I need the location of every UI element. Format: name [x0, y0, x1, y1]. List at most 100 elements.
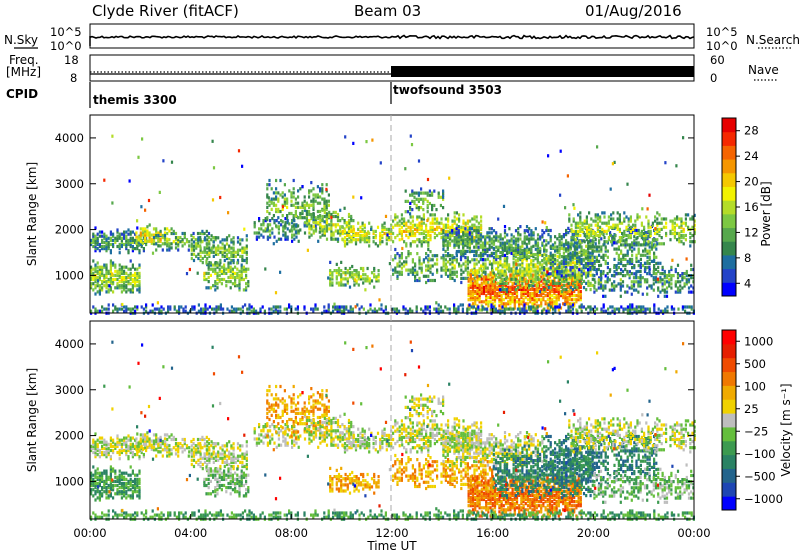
power-cell: [569, 263, 572, 267]
power-cell: [201, 231, 204, 236]
power-cell: [673, 221, 676, 225]
power-cell: [178, 307, 181, 311]
power-cell: [551, 253, 554, 257]
power-cell: [668, 282, 671, 286]
power-cell: [152, 237, 156, 241]
power-cell: [457, 309, 460, 313]
power-cell: [207, 263, 210, 267]
power-cell: [308, 219, 311, 223]
power-cell: [623, 231, 626, 236]
power-cell: [340, 281, 343, 285]
power-cell: [556, 250, 559, 255]
power-cell: [680, 221, 683, 225]
power-cell: [554, 259, 557, 263]
power-cell: [453, 239, 456, 243]
power-cell: [558, 272, 561, 276]
power-cell: [138, 271, 141, 275]
power-cell: [409, 244, 412, 248]
power-cell: [610, 240, 613, 244]
power-cell: [612, 225, 615, 229]
power-cell: [223, 244, 226, 248]
power-cell: [431, 227, 434, 231]
power-cell: [583, 240, 586, 244]
power-cell: [693, 231, 696, 236]
power-cell: [620, 259, 623, 263]
power-cell: [374, 242, 377, 246]
power-cell: [409, 309, 412, 313]
power-cell: [570, 291, 574, 296]
power-cell: [330, 212, 333, 217]
power-cell: [467, 291, 470, 296]
power-cell: [426, 210, 429, 214]
power-cell: [407, 252, 410, 256]
power-cell: [626, 251, 629, 255]
power-cell: [92, 277, 95, 282]
power-cell: [543, 288, 546, 292]
power-cell: [631, 243, 634, 247]
power-cell: [439, 309, 442, 313]
power-cell: [548, 287, 552, 291]
power-cell: [673, 236, 676, 240]
power-cell: [398, 270, 401, 274]
power-cell: [103, 240, 106, 244]
power-cell: [403, 217, 406, 221]
power-cell: [644, 231, 647, 235]
power-cell: [635, 255, 638, 259]
power-cell: [648, 268, 651, 272]
power-cell: [690, 284, 693, 288]
power-cell: [464, 221, 467, 225]
power-cell: [166, 242, 169, 246]
power-cell: [579, 289, 582, 294]
power-cell: [355, 269, 358, 273]
power-cell: [227, 261, 230, 265]
power-cell: [118, 263, 121, 267]
power-cell: [577, 287, 580, 291]
power-cell: [160, 305, 163, 309]
power-cell: [522, 294, 525, 298]
power-cell: [208, 254, 211, 258]
power-cell: [449, 272, 452, 276]
power-cell: [566, 298, 569, 302]
power-cell: [350, 227, 353, 231]
power-cell: [195, 246, 198, 250]
power-cell: [532, 255, 535, 259]
power-cell: [617, 255, 620, 259]
power-cell: [236, 250, 240, 254]
power-cell: [120, 244, 123, 249]
power-cell: [303, 199, 306, 203]
power-cell: [418, 215, 421, 219]
power-cell: [272, 203, 275, 207]
power-cell: [277, 225, 280, 229]
power-cell: [501, 281, 504, 285]
power-cell: [633, 309, 636, 313]
power-cell: [471, 217, 474, 221]
power-cell: [476, 281, 479, 285]
power-cell: [566, 300, 569, 304]
power-cell: [527, 267, 531, 271]
power-cell: [437, 303, 440, 307]
power-cell: [665, 231, 668, 236]
power-cell: [425, 229, 428, 233]
power-cell: [579, 211, 582, 215]
power-cell: [411, 268, 414, 272]
power-cell: [134, 305, 137, 309]
power-cell: [562, 233, 565, 237]
power-cell: [487, 304, 490, 308]
power-cell: [687, 278, 691, 282]
power-cell: [605, 221, 608, 225]
power-cell: [219, 307, 222, 311]
power-cell: [223, 263, 226, 267]
power-cell: [284, 231, 287, 235]
power-cell: [591, 283, 594, 288]
power-cell: [567, 269, 570, 273]
power-cell: [651, 238, 654, 242]
power-cell: [338, 309, 341, 313]
power-cell: [159, 237, 162, 241]
power-cell: [665, 225, 668, 229]
power-cell: [574, 229, 577, 233]
power-cell: [442, 239, 445, 243]
power-cell: [217, 307, 220, 311]
power-cell: [255, 309, 258, 313]
power-cell: [129, 275, 132, 280]
power-cell: [635, 228, 638, 233]
